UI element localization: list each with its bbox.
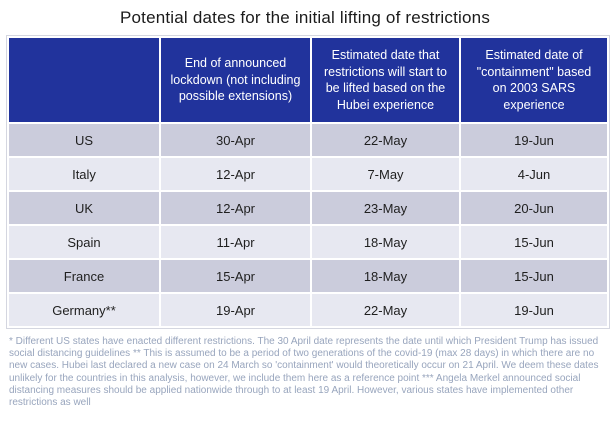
cell-hubei-estimate: 7-May [312,158,459,190]
cell-lockdown-end: 12-Apr [161,192,310,224]
cell-sars-estimate: 20-Jun [461,192,607,224]
table-row-italy: Italy 12-Apr 7-May 4-Jun [9,158,607,190]
table-row-us: US 30-Apr 22-May 19-Jun [9,124,607,156]
cell-lockdown-end: 15-Apr [161,260,310,292]
table-row-germany: Germany** 19-Apr 22-May 19-Jun [9,294,607,326]
cell-hubei-estimate: 18-May [312,226,459,258]
cell-sars-estimate: 19-Jun [461,124,607,156]
table-row-uk: UK 12-Apr 23-May 20-Jun [9,192,607,224]
page-title: Potential dates for the initial lifting … [119,8,491,27]
table-row-spain: Spain 11-Apr 18-May 15-Jun [9,226,607,258]
cell-country: Italy [9,158,159,190]
cell-hubei-estimate: 23-May [312,192,459,224]
cell-country: France [9,260,159,292]
cell-hubei-estimate: 22-May [312,294,459,326]
column-header-lockdown-end: End of announced lockdown (not including… [161,38,310,122]
cell-sars-estimate: 4-Jun [461,158,607,190]
cell-hubei-estimate: 22-May [312,124,459,156]
footnote: * Different US states have enacted diffe… [9,336,599,408]
column-header-hubei-estimate: Estimated date that restrictions will st… [312,38,459,122]
cell-country: Germany** [9,294,159,326]
column-header-sars-estimate: Estimated date of "containment" based on… [461,38,607,122]
cell-country: UK [9,192,159,224]
table-row-france: France 15-Apr 18-May 15-Jun [9,260,607,292]
cell-lockdown-end: 30-Apr [161,124,310,156]
header-row: End of announced lockdown (not including… [9,38,607,122]
cell-country: Spain [9,226,159,258]
cell-lockdown-end: 19-Apr [161,294,310,326]
cell-country: US [9,124,159,156]
cell-hubei-estimate: 18-May [312,260,459,292]
cell-sars-estimate: 19-Jun [461,294,607,326]
cell-lockdown-end: 12-Apr [161,158,310,190]
cell-sars-estimate: 15-Jun [461,260,607,292]
cell-sars-estimate: 15-Jun [461,226,607,258]
restrictions-table: End of announced lockdown (not including… [6,35,610,329]
column-header-country [9,38,159,122]
cell-lockdown-end: 11-Apr [161,226,310,258]
